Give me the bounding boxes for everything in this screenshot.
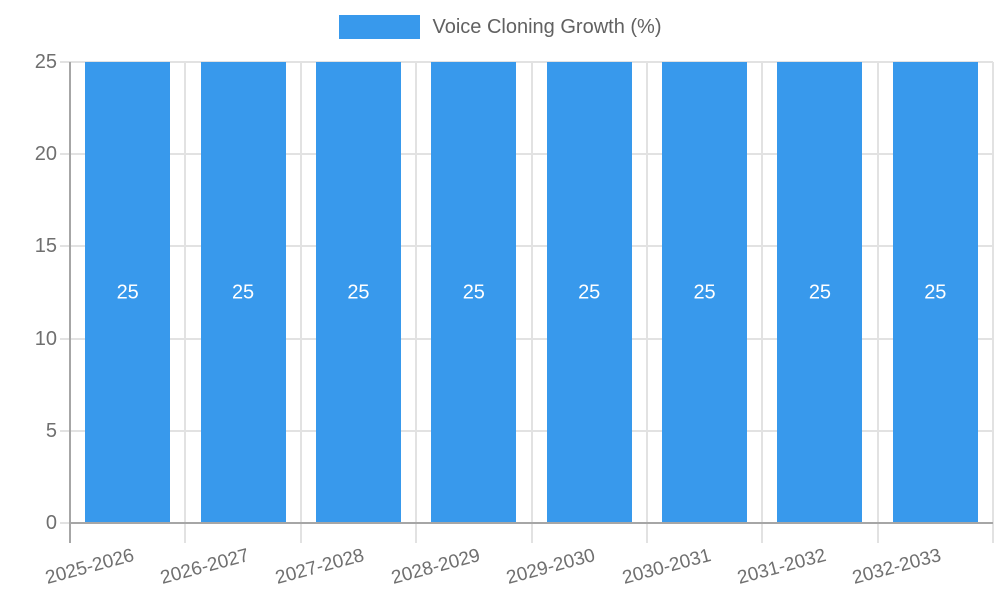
y-axis-tick-label: 20	[34, 143, 57, 166]
bar-value-label: 25	[693, 281, 716, 303]
y-gridline	[60, 153, 993, 156]
bar-value-label: 25	[116, 281, 139, 303]
bar[interactable]	[431, 62, 517, 523]
bar-chart: Voice Cloning Growth (%) 0 5 10 15 20 25 25 202…	[0, 15, 1000, 589]
y-gridline	[60, 337, 993, 340]
bar[interactable]	[546, 62, 632, 523]
y-axis-tick-label: 25	[34, 51, 57, 73]
bar-value-label: 25	[808, 281, 832, 303]
x-axis-line	[69, 522, 993, 524]
bar-value-label: 25	[462, 281, 485, 303]
bar-value-label: 25	[578, 281, 601, 303]
bar[interactable]	[85, 62, 171, 523]
x-gridline	[299, 62, 302, 543]
y-axis-tick-label: 10	[34, 327, 57, 350]
y-gridline	[60, 245, 993, 248]
x-gridline	[992, 62, 994, 543]
bar[interactable]	[662, 62, 748, 523]
bar[interactable]	[892, 62, 978, 523]
bar[interactable]	[315, 62, 401, 523]
legend-swatch	[338, 15, 420, 39]
x-gridline	[415, 62, 418, 543]
x-gridline	[530, 62, 533, 543]
bar-value-label: 25	[924, 281, 947, 303]
x-gridline	[645, 62, 648, 543]
y-axis-tick-label: 0	[45, 512, 57, 534]
y-axis-line	[69, 62, 71, 543]
y-gridline	[60, 61, 993, 63]
x-gridline	[876, 62, 879, 543]
legend-label: Voice Cloning Growth (%)	[432, 15, 662, 38]
bar-value-label: 25	[347, 281, 370, 303]
y-gridline	[60, 429, 993, 432]
bar[interactable]	[200, 62, 286, 523]
x-gridline	[184, 62, 187, 543]
x-gridline	[761, 62, 764, 543]
bar-value-label: 25	[231, 281, 255, 303]
y-axis-tick-label: 5	[45, 419, 57, 442]
y-axis-tick-label: 15	[34, 235, 57, 258]
bar[interactable]	[777, 62, 863, 523]
legend[interactable]: Voice Cloning Growth (%)	[0, 15, 1000, 39]
